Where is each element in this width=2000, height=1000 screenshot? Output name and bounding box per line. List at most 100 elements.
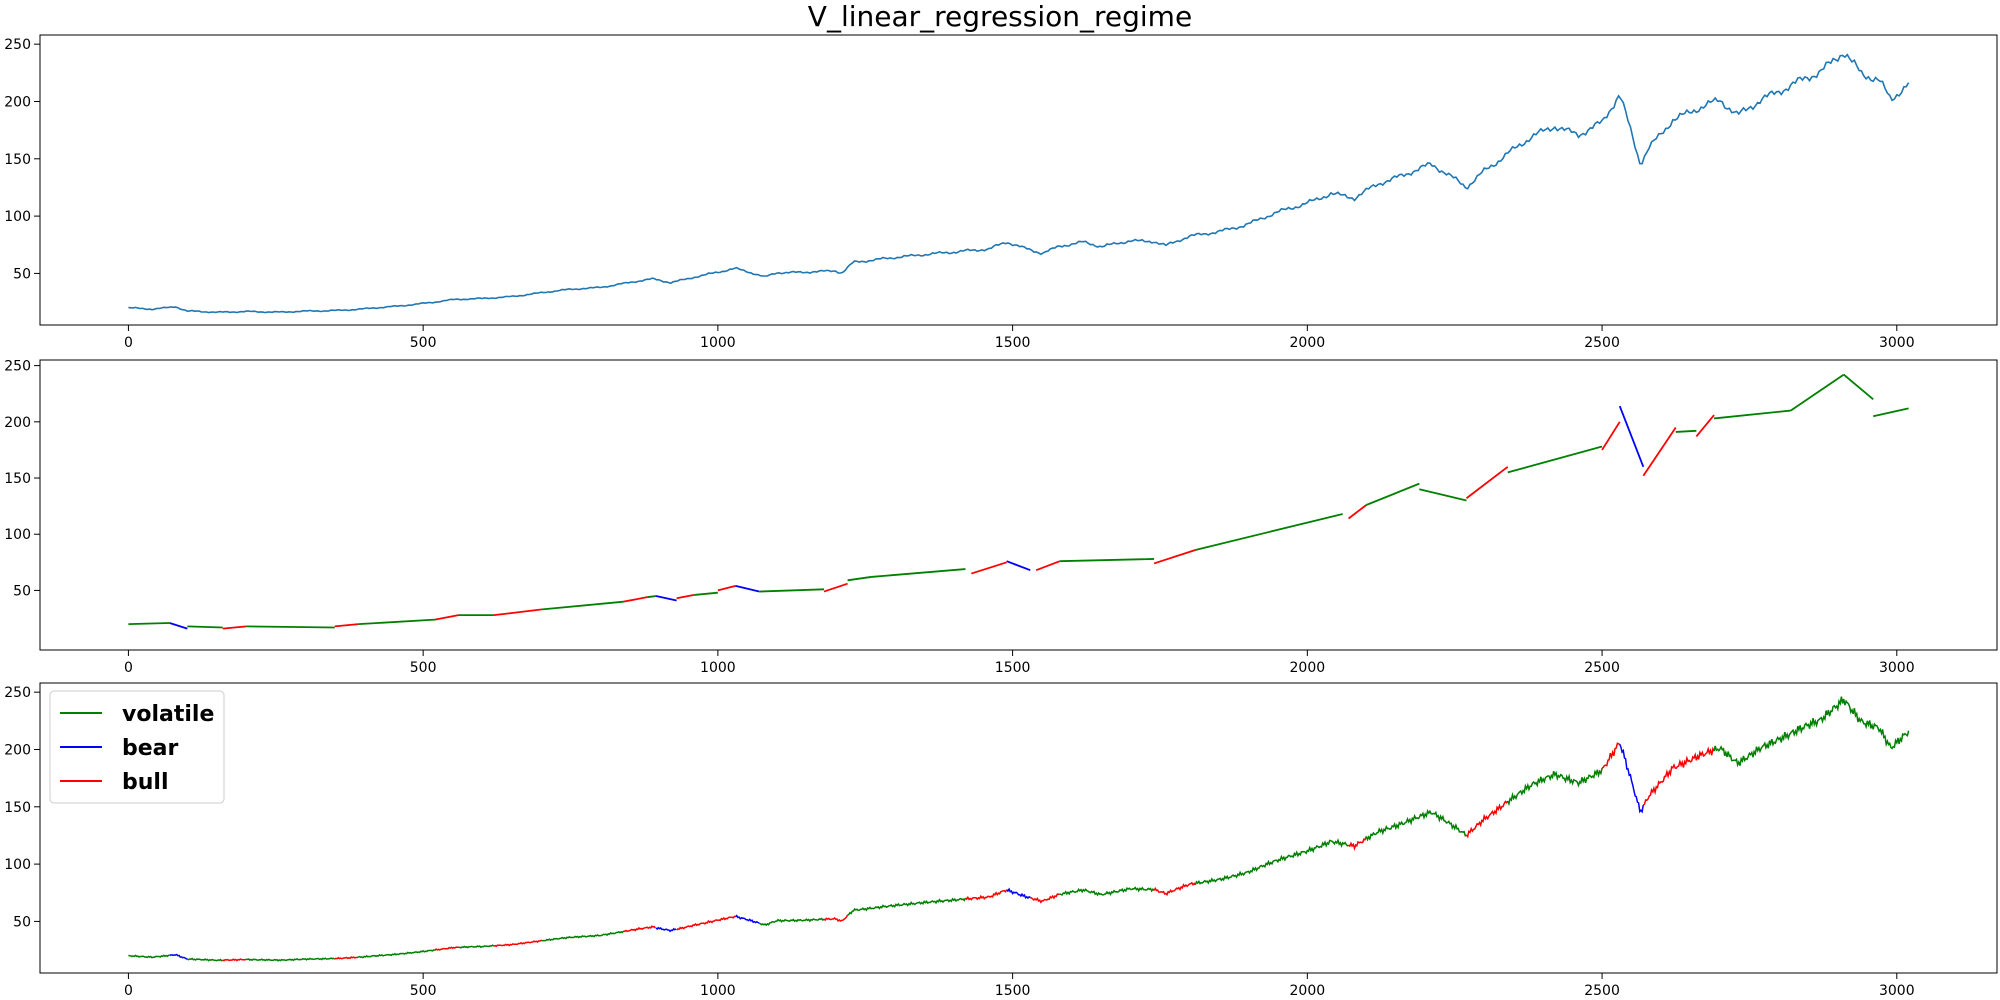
axes-frame-2 [39,359,1998,651]
regime-line-bull [1153,881,1196,897]
regime-line-bull [493,939,542,948]
regression-segment-bull [623,596,648,603]
x-tick-label: 0 [124,335,133,351]
axes-frame-3 [39,682,1998,974]
regression-segment-bear [1618,405,1645,468]
regression-segment-volatile [1419,488,1467,502]
x-tick-label: 2500 [1584,335,1620,351]
regression-segment-volatile [358,618,435,626]
regression-segment-volatile [1507,445,1603,474]
regression-segment-volatile [847,576,872,582]
regime-line-volatile [1713,696,1910,768]
y-tick-label: 100 [4,857,31,873]
y-tick-label: 150 [4,152,31,168]
regression-segment-volatile [1195,513,1343,551]
regression-segment-bull [434,614,459,621]
regression-segment-bull [676,594,695,600]
x-tick-label: 1000 [700,335,736,351]
regime-line-volatile [847,897,967,916]
legend-box [49,690,225,804]
regression-segment-bull [1348,504,1367,520]
regression-segment-bear [655,595,677,602]
regression-segment-bull [1465,466,1509,499]
regression-segment-volatile [187,625,223,629]
regression-segment-volatile [1675,429,1697,433]
regime-line-bull [1601,742,1620,769]
regime-line-bull [823,914,849,923]
y-tick-label: 100 [4,209,31,225]
regime-line-volatile [187,957,224,962]
regime-line-bull [717,915,736,922]
regression-segment-bear [1006,560,1031,572]
regime-line-bull [1465,800,1509,839]
x-tick-label: 2500 [1584,660,1620,676]
regime-line-volatile [358,949,436,959]
y-tick-label: 100 [4,527,31,543]
regression-segment-volatile [128,622,170,626]
x-tick-label: 1000 [700,660,736,676]
y-tick-label: 200 [4,742,31,758]
panel-2: 0 500 1000 1500 2000 2500 3000 50 100 150 200 250 [4,359,1998,676]
y-tick-label: 200 [4,415,31,431]
x-tick-label: 3000 [1879,660,1915,676]
regime-line-volatile [540,930,625,942]
regression-segment-volatile [1873,407,1909,418]
x-tick-label: 2500 [1584,983,1620,999]
y-tick-label: 150 [4,471,31,487]
x-tick-label: 500 [410,335,437,351]
regime-line-volatile [458,944,495,949]
regime-line-bull [1030,893,1060,904]
x-tick-label: 2000 [1290,660,1326,676]
x-tick-label: 1500 [995,983,1031,999]
legend-label-bear: bear [122,736,179,761]
x-tick-label: 0 [124,983,133,999]
regression-segment-bull [493,608,542,617]
regression-segment-bull [823,582,848,593]
regression-segment-bull [717,585,736,592]
regime-line-bull [334,956,359,960]
regression-segment-volatile [759,588,825,593]
x-tick-label: 500 [410,983,437,999]
regression-segment-bull [1035,560,1061,572]
y-tick-label: 250 [4,685,31,701]
regression-segment-volatile [1365,482,1420,506]
regime-line-volatile [1194,838,1349,886]
regression-segment-volatile [1843,373,1874,401]
regression-segment-volatile [694,591,718,596]
regime-line-volatile [128,954,170,959]
regression-segment-bull [334,623,359,628]
regime-line-volatile [246,957,336,962]
y-tick-label: 250 [4,37,31,53]
regime-line-bull [964,889,1008,901]
regime-line-bull [676,919,719,931]
regime-line-bull [623,925,656,933]
regime-line-bull [1642,746,1715,806]
y-tick-label: 50 [13,266,31,282]
x-tick-label: 2000 [1290,983,1326,999]
regime-line-bull [222,958,247,962]
regression-segment-bull [1601,421,1621,451]
x-tick-label: 1500 [995,660,1031,676]
regression-segment-bull [971,561,1007,575]
regression-segment-bear [735,585,760,593]
y-tick-label: 50 [13,914,31,930]
x-tick-label: 2000 [1290,335,1326,351]
regime-line-bear [1006,887,1031,900]
y-tick-label: 250 [4,359,31,375]
y-tick-label: 150 [4,800,31,816]
regime-line-bear [169,953,188,960]
plot-area-1 [128,53,1910,314]
regression-segment-bull [222,625,247,630]
regression-segment-volatile [647,595,657,599]
x-tick-label: 500 [410,660,437,676]
x-tick-label: 1500 [995,335,1031,351]
regression-segment-bear [169,622,188,630]
regression-segment-bull [1642,426,1677,477]
regression-segment-volatile [871,568,966,578]
legend-label-bull: bull [122,770,169,795]
y-tick-label: 200 [4,94,31,110]
regime-line-volatile [758,917,825,927]
regime-line-bear [735,914,760,924]
plot-area-3 [128,696,1910,962]
